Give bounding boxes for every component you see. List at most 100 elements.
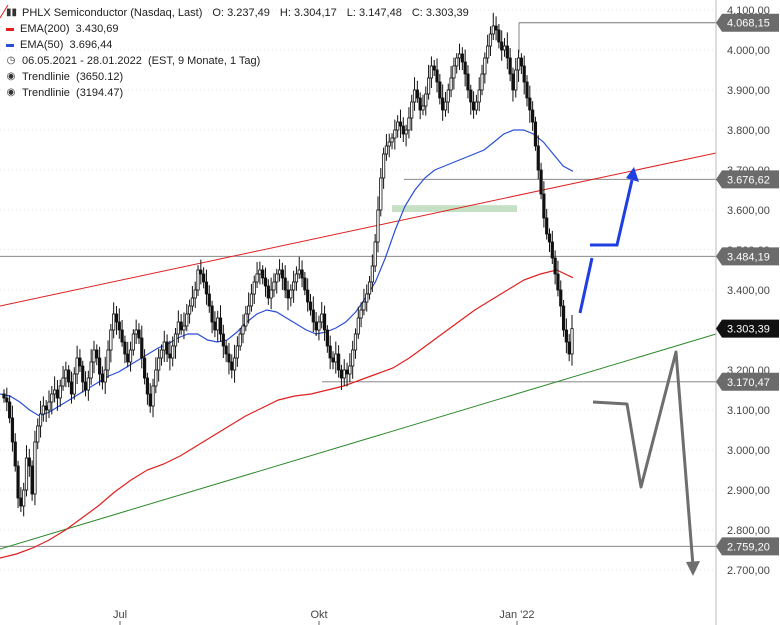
candle xyxy=(407,107,411,139)
candle-body xyxy=(269,289,273,299)
candle xyxy=(412,77,417,111)
candle xyxy=(463,49,467,87)
candle-body xyxy=(367,281,372,295)
candle xyxy=(516,49,521,82)
candle xyxy=(269,277,273,310)
candle-body xyxy=(426,77,431,95)
legend-trendline-1[interactable]: ◉ Trendlinie (3650.12) xyxy=(6,69,469,85)
candle xyxy=(255,262,259,288)
candle-body xyxy=(218,317,223,335)
candle-body xyxy=(505,45,509,59)
candle-body xyxy=(339,369,344,379)
candle-body xyxy=(64,369,68,379)
price-axis: 4.100,004.000,003.900,003.800,003.700,00… xyxy=(715,0,770,625)
candle xyxy=(140,325,144,369)
candle-body xyxy=(536,145,540,171)
candle xyxy=(376,196,380,253)
candle-body xyxy=(159,349,164,359)
candle-body xyxy=(446,89,450,103)
legend-trendline-2[interactable]: ◉ Trendlinie (3194.47) xyxy=(6,85,469,101)
candle-body xyxy=(435,69,439,83)
candle xyxy=(426,64,431,100)
bar-chart-icon: ▮▮ xyxy=(6,7,18,18)
candle xyxy=(294,266,299,291)
candle xyxy=(112,302,116,339)
candle-body xyxy=(348,365,352,375)
candle xyxy=(339,364,344,390)
open-label: O: xyxy=(212,7,224,19)
candle xyxy=(365,284,369,312)
candle-body xyxy=(126,353,130,363)
candle-body xyxy=(320,313,324,323)
candle-body xyxy=(415,89,419,99)
candle xyxy=(173,328,178,359)
legend-title-row: ▮▮ PHLX Semiconductor (Nasdaq, Last) O: … xyxy=(6,5,469,21)
price-tag-label: 3.484,19 xyxy=(727,251,770,263)
candle xyxy=(193,281,197,308)
candle xyxy=(410,94,414,131)
candle xyxy=(210,300,214,334)
candle xyxy=(334,341,338,374)
candles[interactable] xyxy=(2,12,574,517)
legend-ema200[interactable]: EMA(200) 3.430,69 xyxy=(6,21,469,37)
candle-body xyxy=(210,305,214,323)
candle xyxy=(441,84,445,121)
candle-body xyxy=(171,345,175,359)
candle-body xyxy=(365,293,369,303)
candle-body xyxy=(148,393,152,407)
candle-body xyxy=(244,313,248,327)
candle xyxy=(19,487,23,512)
candle xyxy=(182,312,186,340)
candle-body xyxy=(306,289,310,303)
candle xyxy=(401,117,405,142)
candle-body xyxy=(162,341,166,351)
candle xyxy=(511,67,515,102)
candle-body xyxy=(441,97,445,111)
candle-body xyxy=(328,345,332,359)
candle-body xyxy=(342,369,346,379)
candle xyxy=(483,52,487,84)
ema200-line xyxy=(0,269,574,559)
candle xyxy=(165,334,169,362)
candle-body xyxy=(33,441,37,495)
candle-body xyxy=(230,361,234,371)
candle xyxy=(159,344,164,366)
candle-body xyxy=(190,297,194,307)
candle xyxy=(2,389,6,403)
candle-body xyxy=(337,353,341,371)
candle-body xyxy=(55,389,60,399)
candle-body xyxy=(384,145,389,155)
candle xyxy=(469,84,473,115)
candle-body xyxy=(168,353,172,359)
candle-body xyxy=(16,465,20,499)
candle-body xyxy=(345,369,349,375)
candle xyxy=(241,314,245,344)
candle xyxy=(471,91,476,119)
candle xyxy=(258,261,262,285)
candle-body xyxy=(255,273,259,283)
candle-body xyxy=(252,281,256,295)
candle xyxy=(137,323,141,344)
candle-body xyxy=(398,121,403,127)
candle-body xyxy=(559,289,563,307)
time-axis: Jul Okt Jan '22 xyxy=(113,609,535,625)
candle-body xyxy=(207,293,211,307)
candle xyxy=(525,75,529,107)
y-tick-label: 3.400,00 xyxy=(727,285,770,297)
candle xyxy=(38,400,43,438)
candle xyxy=(314,312,318,336)
candle-body xyxy=(443,101,448,111)
candle-body xyxy=(525,81,529,99)
candle xyxy=(69,371,74,404)
candle xyxy=(224,340,228,362)
price-tag-box xyxy=(716,372,779,391)
candle xyxy=(292,270,296,303)
candle xyxy=(387,133,391,158)
candle-body xyxy=(24,457,29,491)
candle-body xyxy=(5,397,9,403)
price-tag-label: 2.759,20 xyxy=(727,541,770,553)
candle-body xyxy=(109,329,113,351)
candle-body xyxy=(53,389,57,395)
legend-ema50[interactable]: EMA(50) 3.696,44 xyxy=(6,37,469,53)
